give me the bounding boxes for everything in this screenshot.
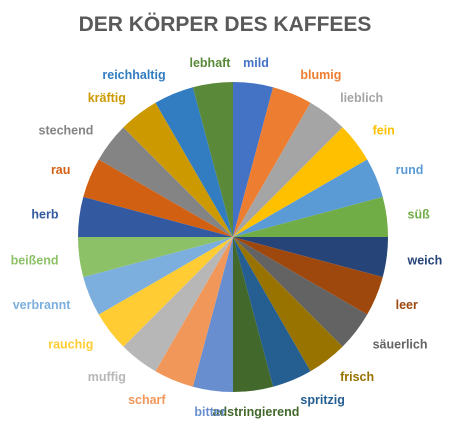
pie-slice-12	[192, 237, 233, 392]
pie-slice-15	[98, 237, 234, 347]
pie-slice-5	[233, 196, 389, 237]
pie-label-9: frisch	[340, 370, 374, 384]
pie-label-15: rauchig	[48, 338, 93, 352]
pie-slice-8	[233, 237, 368, 347]
pie-label-22: reichhaltig	[102, 68, 165, 82]
pie-slice-4	[233, 159, 383, 237]
pie-slice-0	[233, 82, 274, 237]
pie-label-21: kräftig	[88, 91, 126, 105]
pie-label-6: weich	[407, 254, 443, 268]
pie-label-5: süß	[408, 208, 431, 222]
pie-slice-14	[123, 237, 233, 372]
pie-label-12: bitter	[194, 405, 225, 419]
pie-slices	[78, 82, 389, 392]
pie-label-10: spritzig	[300, 393, 344, 407]
pie-slice-21	[123, 102, 233, 238]
pie-slice-6	[233, 237, 388, 278]
pie-slice-19	[83, 159, 233, 237]
pie-label-1: blumig	[300, 68, 341, 82]
chart-title: DER KÖRPER DES KAFFEES	[79, 13, 372, 36]
pie-label-13: scharf	[128, 393, 166, 407]
pie-slice-3	[233, 127, 368, 237]
pie-slice-16	[83, 237, 233, 315]
pie-slice-2	[233, 102, 343, 238]
pie-label-18: herb	[31, 208, 58, 222]
pie-slice-18	[78, 196, 233, 237]
pie-slice-17	[78, 237, 233, 278]
pie-slice-23	[192, 82, 233, 237]
pie-labels: mild blumig lieblich fein rund süß weich leer sä…	[11, 56, 443, 419]
pie-label-4: rund	[396, 163, 424, 177]
pie-label-2: lieblich	[340, 91, 383, 105]
pie-label-8: säuerlich	[373, 338, 428, 352]
pie-slice-1	[233, 87, 311, 237]
pie-slice-11	[233, 237, 274, 392]
pie-label-23: lebhaft	[190, 56, 232, 70]
pie-label-17: beißend	[11, 254, 59, 268]
pie-label-19: rau	[51, 163, 70, 177]
pie-label-11: adstringierend	[213, 405, 300, 419]
pie-slice-20	[98, 127, 234, 237]
pie-slice-22	[155, 87, 233, 237]
pie-slice-9	[233, 237, 343, 372]
pie-slice-13	[155, 237, 233, 387]
pie-slice-7	[233, 237, 383, 315]
pie-label-14: muffig	[88, 370, 126, 384]
pie-slice-10	[233, 237, 311, 387]
pie-label-7: leer	[396, 298, 418, 312]
pie-label-3: fein	[373, 123, 395, 137]
pie-label-0: mild	[243, 56, 269, 70]
pie-label-20: stechend	[39, 123, 94, 137]
pie-label-16: verbrannt	[13, 298, 71, 312]
